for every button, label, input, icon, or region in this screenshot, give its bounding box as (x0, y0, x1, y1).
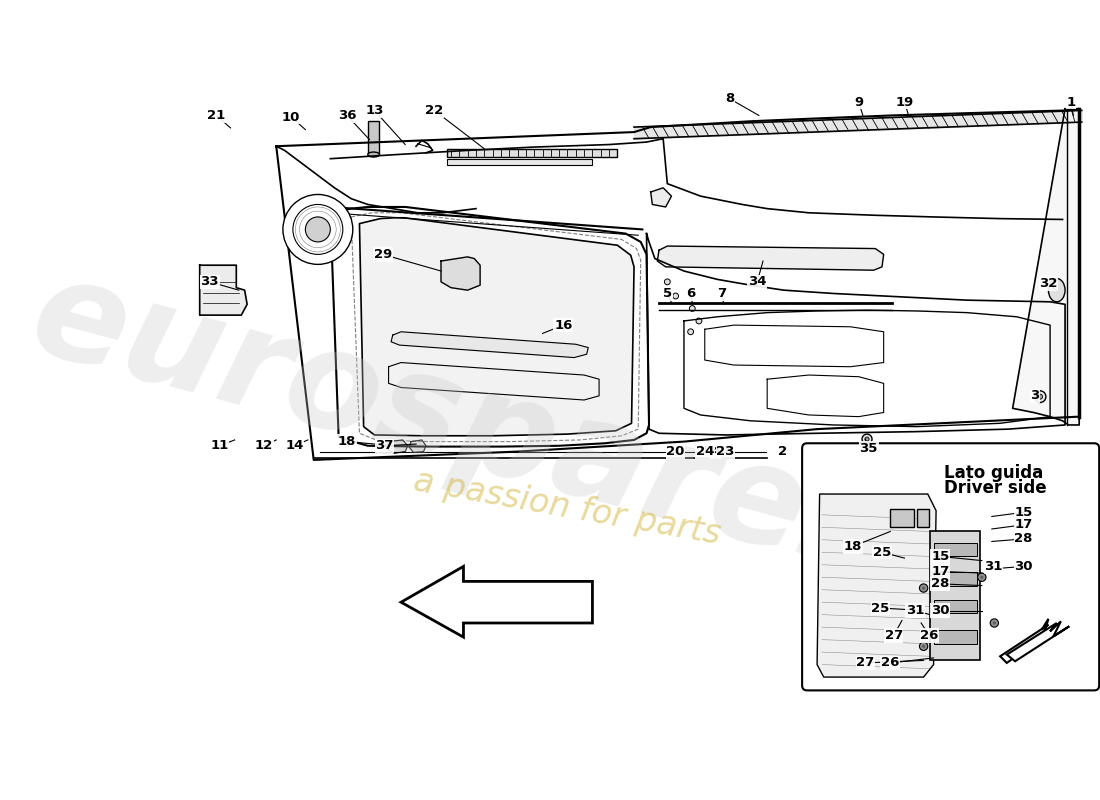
Circle shape (1034, 391, 1046, 402)
Text: 16: 16 (554, 318, 572, 332)
Text: 2: 2 (778, 445, 786, 458)
Polygon shape (409, 440, 426, 453)
Bar (934, 543, 977, 557)
Text: 5: 5 (663, 287, 672, 300)
Circle shape (990, 619, 999, 627)
Circle shape (673, 293, 679, 299)
Polygon shape (392, 332, 588, 358)
Text: Driver side: Driver side (945, 479, 1047, 497)
Text: 33: 33 (200, 275, 219, 288)
Circle shape (690, 306, 695, 311)
Text: 1: 1 (1066, 96, 1076, 109)
Text: 7: 7 (717, 287, 726, 300)
Polygon shape (441, 257, 480, 290)
Text: 26: 26 (881, 657, 900, 670)
Bar (934, 600, 977, 613)
Text: 37: 37 (375, 439, 394, 452)
Bar (931, 531, 980, 661)
Polygon shape (360, 218, 634, 436)
Text: 11: 11 (210, 439, 229, 452)
Circle shape (865, 437, 869, 441)
Bar (934, 630, 977, 644)
Text: 28: 28 (931, 578, 949, 590)
Text: 3: 3 (1031, 390, 1040, 402)
Circle shape (306, 217, 330, 242)
Text: 21: 21 (207, 109, 226, 122)
Bar (447, 158, 593, 166)
Circle shape (696, 318, 702, 324)
Text: 13: 13 (365, 104, 384, 117)
Text: 26: 26 (921, 629, 938, 642)
Text: 10: 10 (282, 110, 300, 123)
Bar (367, 122, 380, 154)
Text: 14: 14 (285, 439, 304, 452)
Text: 30: 30 (1014, 560, 1033, 573)
Bar (917, 509, 928, 527)
Text: a passion for parts: a passion for parts (411, 465, 724, 551)
Text: 15: 15 (1014, 506, 1033, 519)
Text: 34: 34 (748, 275, 767, 288)
Bar (447, 149, 617, 157)
Polygon shape (817, 494, 936, 677)
Polygon shape (1006, 622, 1069, 662)
Text: 27: 27 (884, 629, 903, 642)
Polygon shape (1000, 619, 1057, 663)
FancyBboxPatch shape (802, 443, 1099, 690)
Text: eurospares: eurospares (18, 246, 901, 604)
Text: 30: 30 (931, 604, 949, 617)
Text: 15: 15 (931, 550, 949, 563)
Text: Lato guida: Lato guida (945, 464, 1044, 482)
Text: 24: 24 (695, 445, 714, 458)
Circle shape (922, 586, 925, 590)
Circle shape (922, 645, 925, 648)
Polygon shape (651, 188, 671, 207)
Text: 28: 28 (1014, 533, 1033, 546)
Polygon shape (1013, 109, 1079, 425)
Circle shape (978, 573, 986, 582)
Text: 6: 6 (686, 287, 695, 300)
Circle shape (688, 329, 693, 334)
Text: 20: 20 (667, 445, 685, 458)
Text: 35: 35 (859, 442, 878, 454)
Polygon shape (200, 266, 248, 315)
Bar (890, 509, 914, 527)
Bar (934, 572, 977, 586)
Polygon shape (386, 440, 408, 454)
Text: 27: 27 (856, 657, 875, 670)
Text: 4: 4 (711, 445, 720, 458)
Circle shape (664, 279, 670, 285)
Circle shape (920, 584, 927, 592)
Circle shape (920, 642, 927, 650)
Circle shape (980, 575, 983, 579)
Text: 9: 9 (854, 96, 864, 109)
Text: 8: 8 (725, 92, 735, 106)
Ellipse shape (1048, 278, 1065, 302)
Polygon shape (402, 566, 593, 637)
Circle shape (1037, 394, 1043, 399)
Text: 12: 12 (254, 439, 273, 452)
Text: 17: 17 (931, 565, 949, 578)
Text: a passion for parts: a passion for parts (411, 465, 724, 551)
Text: 25: 25 (873, 546, 891, 558)
Text: 17: 17 (1014, 518, 1033, 531)
Text: 31: 31 (984, 560, 1003, 573)
Text: 22: 22 (426, 104, 443, 117)
Text: 29: 29 (374, 248, 392, 261)
Text: 23: 23 (716, 445, 735, 458)
Text: 19: 19 (895, 96, 914, 109)
Ellipse shape (367, 152, 380, 157)
Text: 25: 25 (871, 602, 890, 614)
Text: 18: 18 (338, 435, 356, 448)
Text: 36: 36 (338, 109, 356, 122)
Text: 31: 31 (906, 604, 924, 617)
Circle shape (862, 434, 872, 444)
Circle shape (992, 622, 996, 625)
Circle shape (283, 194, 353, 264)
Polygon shape (658, 246, 883, 270)
Text: 32: 32 (1040, 277, 1057, 290)
Text: 18: 18 (844, 540, 862, 553)
